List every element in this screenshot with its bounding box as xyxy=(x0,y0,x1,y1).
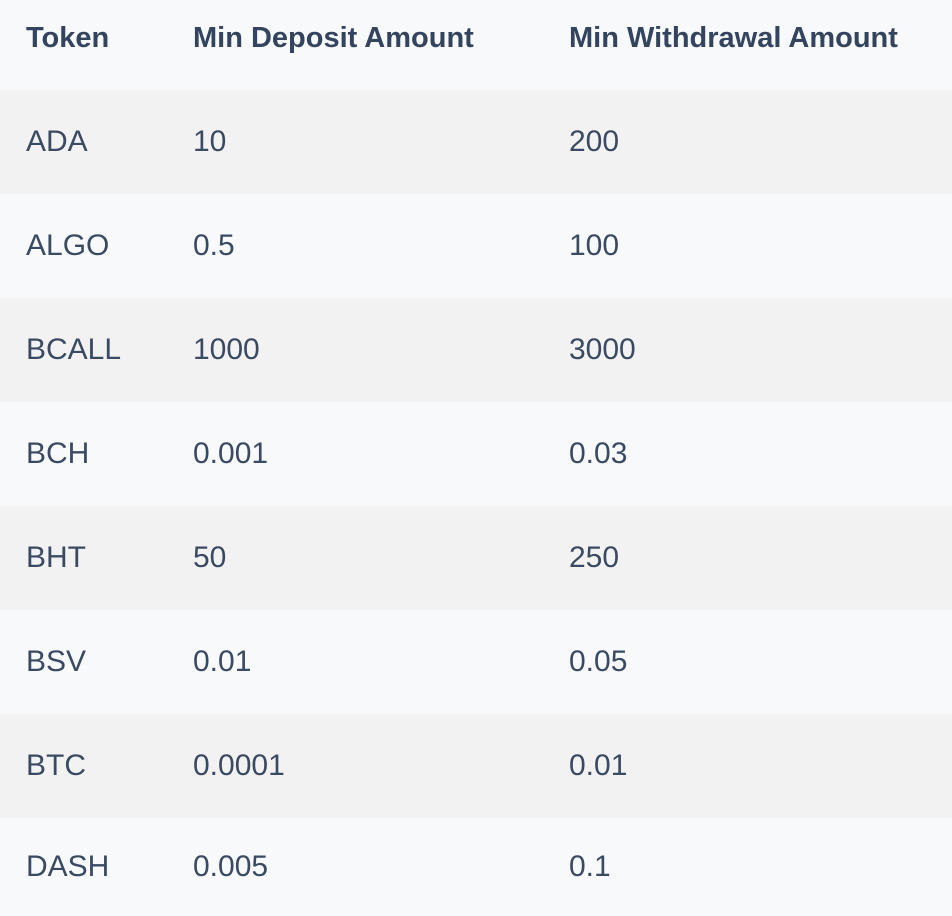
token-cell: ALGO xyxy=(26,229,110,262)
min-deposit-cell: 50 xyxy=(193,541,227,574)
table-row: BCH 0.001 0.03 xyxy=(0,402,952,506)
token-cell: BCH xyxy=(26,437,90,470)
table-row: BSV 0.01 0.05 xyxy=(0,610,952,714)
header-token: Token xyxy=(26,21,110,54)
min-deposit-cell: 0.01 xyxy=(193,645,252,678)
token-cell: DASH xyxy=(26,850,110,883)
min-withdrawal-cell: 0.01 xyxy=(569,749,628,782)
min-deposit-cell: 1000 xyxy=(193,333,260,366)
table-row: ALGO 0.5 100 xyxy=(0,194,952,298)
min-withdrawal-cell: 100 xyxy=(569,229,620,262)
token-cell: ADA xyxy=(26,125,88,158)
min-deposit-cell: 0.005 xyxy=(193,850,269,883)
header-min-deposit: Min Deposit Amount xyxy=(193,21,474,54)
header-row: Token Min Deposit Amount Min Withdrawal … xyxy=(0,0,952,90)
min-withdrawal-cell: 250 xyxy=(569,541,620,574)
table-body: ADA 10 200 ALGO 0.5 100 BCALL 1000 3000 … xyxy=(0,90,952,916)
token-cell: BHT xyxy=(26,541,86,574)
min-withdrawal-cell: 0.1 xyxy=(569,850,611,883)
min-withdrawal-cell: 0.05 xyxy=(569,645,628,678)
min-withdrawal-cell: 3000 xyxy=(569,333,636,366)
min-deposit-cell: 0.5 xyxy=(193,229,235,262)
token-cell: BCALL xyxy=(26,333,122,366)
table-row: BCALL 1000 3000 xyxy=(0,298,952,402)
min-withdrawal-cell: 200 xyxy=(569,125,620,158)
min-deposit-cell: 0.0001 xyxy=(193,749,285,782)
min-deposit-cell: 0.001 xyxy=(193,437,269,470)
min-deposit-cell: 10 xyxy=(193,125,227,158)
table-header: Token Min Deposit Amount Min Withdrawal … xyxy=(0,0,952,90)
header-min-withdrawal: Min Withdrawal Amount xyxy=(569,21,898,54)
table-row: BTC 0.0001 0.01 xyxy=(0,714,952,818)
table-row: BHT 50 250 xyxy=(0,506,952,610)
table-row: ADA 10 200 xyxy=(0,90,952,194)
token-cell: BSV xyxy=(26,645,87,678)
table-row: DASH 0.005 0.1 xyxy=(0,818,952,916)
token-cell: BTC xyxy=(26,749,86,782)
min-withdrawal-cell: 0.03 xyxy=(569,437,628,470)
